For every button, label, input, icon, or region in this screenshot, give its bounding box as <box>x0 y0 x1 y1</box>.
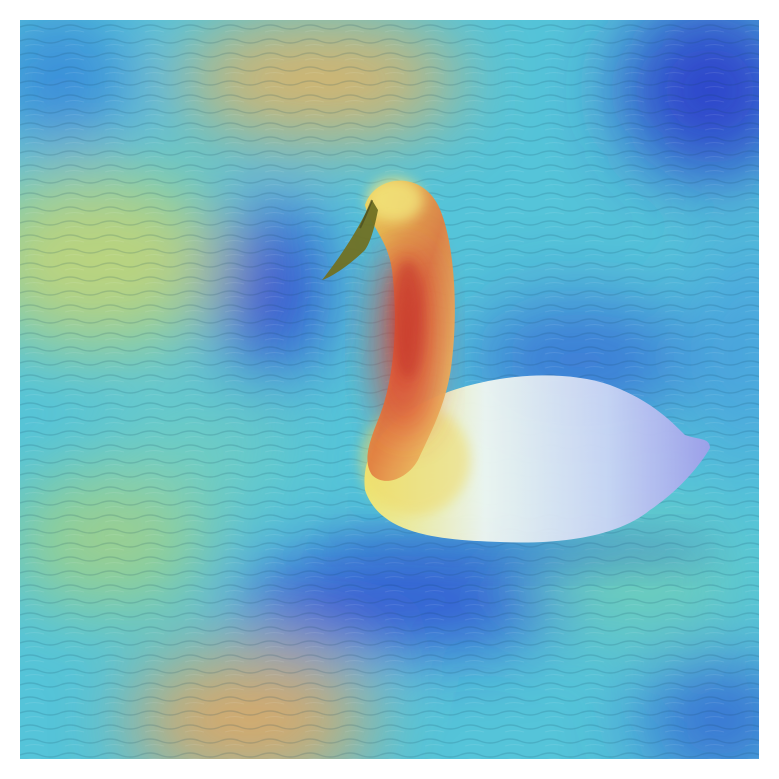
heatmap-image <box>20 20 759 759</box>
swan <box>320 178 720 568</box>
heatmap-canvas <box>20 20 759 759</box>
